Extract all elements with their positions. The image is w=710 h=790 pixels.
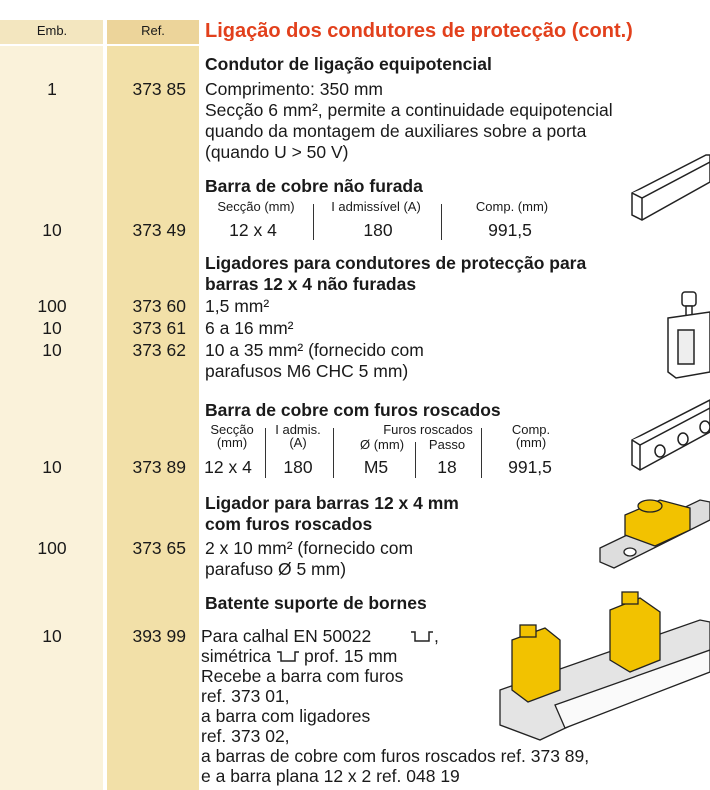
section-title: Barra de cobre com furos roscados <box>205 400 501 420</box>
spec-value: 991,5 <box>508 457 552 477</box>
emb: 10 <box>42 626 62 646</box>
ref-column <box>107 46 199 790</box>
spec-value: 12 x 4 <box>229 220 277 240</box>
spec-header: Ø (mm) <box>359 437 405 452</box>
section-title: Ligadores para condutores de protecção p… <box>205 253 587 273</box>
description: e a barra plana 12 x 2 ref. 048 19 <box>201 766 460 786</box>
description: parafusos M6 CHC 5 mm) <box>205 361 409 381</box>
spec-value: 180 <box>283 457 313 477</box>
spec-value: 12 x 4 <box>204 457 252 477</box>
rail-symbol <box>277 651 299 662</box>
clamp <box>667 291 710 379</box>
emb: 10 <box>42 318 62 338</box>
emb: 1 <box>47 79 57 99</box>
spec-header: (A) <box>289 435 307 450</box>
page-title: Ligação dos condutores de protecção (con… <box>205 20 633 42</box>
ref: 373 89 <box>132 457 186 477</box>
ref: 373 49 <box>132 220 186 240</box>
separator <box>415 442 416 478</box>
description: Recebe a barra com furos <box>201 666 404 686</box>
spec-header: I admis. <box>275 422 321 437</box>
description: prof. 15 mm <box>304 646 398 666</box>
spec-header: Comp. <box>511 422 551 437</box>
ref: 373 61 <box>132 318 186 338</box>
spec-header: I admissível (A) <box>331 199 421 214</box>
description: 1,5 mm² <box>205 296 270 316</box>
separator <box>481 428 482 478</box>
description: parafuso Ø 5 mm) <box>205 559 347 579</box>
ref: 373 65 <box>132 538 186 558</box>
section-title: barras 12 x 4 não furadas <box>205 274 417 294</box>
description: , <box>434 626 439 646</box>
emb-header: Emb. <box>36 23 68 38</box>
ref-header-cell <box>107 20 199 44</box>
spec-header: (mm) <box>216 435 248 450</box>
ref-header: Ref. <box>141 23 165 38</box>
emb: 100 <box>37 538 67 558</box>
spec-header: Comp. (mm) <box>475 199 549 214</box>
ref: 393 99 <box>132 626 186 646</box>
terminal-stop <box>499 591 710 741</box>
description: Para calhal EN 50022 <box>201 626 372 646</box>
bar-holes <box>631 399 710 471</box>
description: 6 a 16 mm² <box>205 318 294 338</box>
rail-symbol <box>411 631 433 642</box>
section-title: Condutor de ligação equipotencial <box>205 54 492 74</box>
emb-header-cell <box>0 20 103 44</box>
section-title: Ligador para barras 12 x 4 mm <box>205 493 459 513</box>
ref: 373 62 <box>132 340 186 360</box>
spec-group: Furos roscados <box>383 422 473 437</box>
section-title: com furos roscados <box>205 514 373 534</box>
separator <box>313 204 314 240</box>
spec-header: Secção <box>210 422 254 437</box>
separator <box>333 428 334 478</box>
description: a barras de cobre com furos roscados ref… <box>201 746 590 766</box>
emb-column <box>0 46 103 790</box>
spec-value: 18 <box>437 457 457 477</box>
section-title: Barra de cobre não furada <box>205 176 423 196</box>
separator <box>265 428 266 478</box>
description: 10 a 35 mm² (fornecido com <box>205 340 424 360</box>
bar-plain <box>631 154 710 221</box>
emb: 100 <box>37 296 67 316</box>
spec-header: Passo <box>428 437 466 452</box>
spec-value: 180 <box>363 220 393 240</box>
description: (quando U > 50 V) <box>205 142 349 162</box>
description: 2 x 10 mm² (fornecido com <box>205 538 414 558</box>
spec-value: M5 <box>363 457 389 477</box>
section-title: Batente suporte de bornes <box>205 593 427 613</box>
separator <box>441 204 442 240</box>
description: quando da montagem de auxiliares sobre a… <box>205 121 587 141</box>
description: Comprimento: 350 mm <box>205 79 383 99</box>
description: simétrica <box>201 646 272 666</box>
spec-header: Secção (mm) <box>217 199 295 214</box>
connector <box>599 499 710 569</box>
description: ref. 373 02, <box>201 726 290 746</box>
emb: 10 <box>42 220 62 240</box>
ref: 373 85 <box>132 79 186 99</box>
description: a barra com ligadores <box>201 706 371 726</box>
emb: 10 <box>42 340 62 360</box>
spec-value: 991,5 <box>488 220 532 240</box>
spec-header: (mm) <box>515 435 547 450</box>
ref: 373 60 <box>132 296 186 316</box>
description: Secção 6 mm², permite a continuidade equ… <box>205 100 613 120</box>
emb: 10 <box>42 457 62 477</box>
description: ref. 373 01, <box>201 686 290 706</box>
